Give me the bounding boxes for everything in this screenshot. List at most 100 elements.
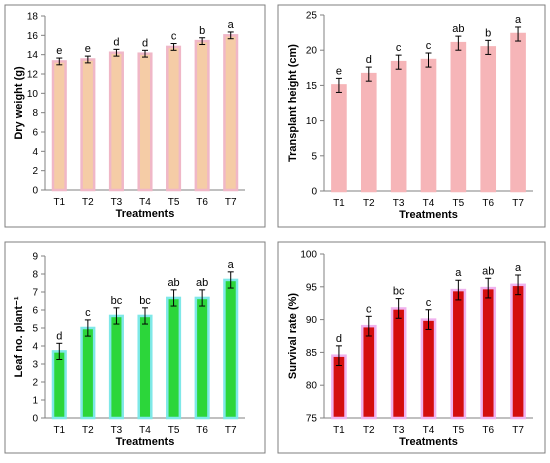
significance-letter: c — [366, 303, 372, 315]
bar — [510, 283, 526, 420]
y-axis-title: Transplant height (cm) — [287, 44, 299, 162]
x-tick-label: T7 — [512, 425, 524, 436]
chart-panel-1: 0 2 4 6 8 10 12 14 16 18 e T1 e T2 d T3 d T4 c T5 b T6 a T7 Trea… — [4, 4, 266, 228]
significance-letter: a — [228, 259, 235, 271]
x-tick-label: T4 — [423, 198, 435, 209]
x-tick-label: T3 — [111, 197, 123, 208]
y-tick-label: 1 — [32, 396, 38, 407]
bar — [51, 60, 67, 192]
x-tick-label: T2 — [363, 198, 375, 209]
bar — [223, 278, 239, 420]
x-tick-label: T2 — [363, 425, 375, 436]
x-tick-label: T6 — [196, 197, 208, 208]
y-tick-label: 5 — [32, 324, 38, 335]
y-tick-label: 25 — [306, 11, 318, 22]
significance-letter: a — [515, 262, 522, 274]
x-tick-label: T5 — [453, 198, 465, 209]
significance-letter: ab — [482, 265, 494, 277]
significance-letter: a — [228, 19, 235, 31]
significance-letter: d — [366, 54, 372, 66]
panel-border — [277, 4, 546, 228]
bar — [390, 307, 407, 420]
bar — [420, 318, 437, 420]
x-tick-label: T7 — [225, 425, 237, 436]
y-tick-label: 10 — [27, 89, 39, 100]
bar — [450, 41, 467, 193]
y-tick-label: 2 — [32, 378, 38, 389]
x-tick-label: T1 — [53, 197, 65, 208]
y-axis-title: Survival rate (%) — [287, 293, 299, 380]
significance-letter: a — [455, 267, 462, 279]
y-tick-label: 8 — [32, 108, 38, 119]
x-tick-label: T3 — [393, 198, 405, 209]
x-tick-label: T1 — [333, 198, 345, 209]
significance-letter: c — [426, 40, 432, 52]
y-tick-label: 15 — [306, 81, 318, 92]
x-axis-title: Treatments — [116, 208, 175, 220]
significance-letter: b — [199, 25, 205, 37]
bar — [137, 52, 153, 192]
significance-letter: c — [426, 297, 432, 309]
significance-letter: a — [515, 14, 522, 26]
y-tick-label: 80 — [306, 381, 318, 392]
significance-letter: c — [85, 307, 91, 319]
significance-letter: d — [336, 333, 342, 345]
bar — [420, 58, 437, 193]
y-tick-label: 2 — [32, 166, 38, 177]
x-tick-label: T6 — [482, 425, 494, 436]
y-tick-label: 16 — [27, 31, 39, 42]
x-tick-label: T3 — [111, 425, 123, 436]
bar — [194, 296, 210, 420]
y-tick-label: 20 — [306, 46, 318, 57]
bar — [108, 51, 124, 192]
y-tick-label: 0 — [311, 187, 317, 198]
x-tick-label: T3 — [393, 425, 405, 436]
panel-border — [277, 241, 546, 454]
significance-letter: e — [85, 43, 91, 55]
x-tick-label: T5 — [168, 425, 180, 436]
x-tick-label: T4 — [139, 425, 151, 436]
significance-letter: ab — [167, 277, 179, 289]
x-axis-title: Treatments — [116, 436, 175, 448]
bar — [360, 324, 377, 420]
y-tick-label: 9 — [32, 252, 38, 263]
x-tick-label: T7 — [225, 197, 237, 208]
significance-letter: c — [171, 31, 177, 43]
bar — [331, 84, 347, 193]
y-tick-label: 100 — [300, 250, 317, 261]
bar — [137, 314, 153, 420]
significance-letter: d — [56, 330, 62, 342]
x-tick-label: T2 — [82, 425, 94, 436]
x-tick-label: T1 — [53, 425, 65, 436]
y-tick-label: 18 — [27, 12, 39, 23]
significance-letter: b — [485, 27, 491, 39]
significance-letter: e — [56, 45, 62, 57]
y-tick-label: 85 — [306, 348, 318, 359]
y-tick-label: 10 — [306, 116, 318, 127]
significance-letter: ab — [452, 23, 464, 35]
y-tick-label: 4 — [32, 342, 38, 353]
significance-letter: bc — [111, 295, 123, 307]
x-tick-label: T7 — [512, 198, 524, 209]
y-tick-label: 5 — [311, 151, 317, 162]
chart-panel-2: 0 5 10 15 20 25 e T1 d T2 c T3 c T4 ab T5 b T6 a T7 Treatmen… — [277, 4, 546, 228]
bar — [480, 46, 497, 193]
x-tick-label: T2 — [82, 197, 94, 208]
y-tick-label: 8 — [32, 270, 38, 281]
bar — [51, 350, 67, 420]
x-tick-label: T4 — [139, 197, 151, 208]
y-tick-label: 90 — [306, 315, 318, 326]
y-tick-label: 4 — [32, 147, 38, 158]
significance-letter: e — [336, 65, 342, 77]
bar — [360, 72, 377, 193]
bar — [166, 45, 182, 192]
chart-panel-4: 75 80 85 90 95 100 d T1 c T2 bc T3 c T4 a T5 ab T6 a T7 Trea… — [277, 241, 546, 454]
y-tick-label: 3 — [32, 360, 38, 371]
x-axis-title: Treatments — [399, 209, 458, 221]
x-tick-label: T1 — [333, 425, 345, 436]
y-tick-label: 95 — [306, 282, 318, 293]
y-tick-label: 0 — [32, 186, 38, 197]
bar — [450, 288, 467, 420]
y-tick-label: 6 — [32, 128, 38, 139]
